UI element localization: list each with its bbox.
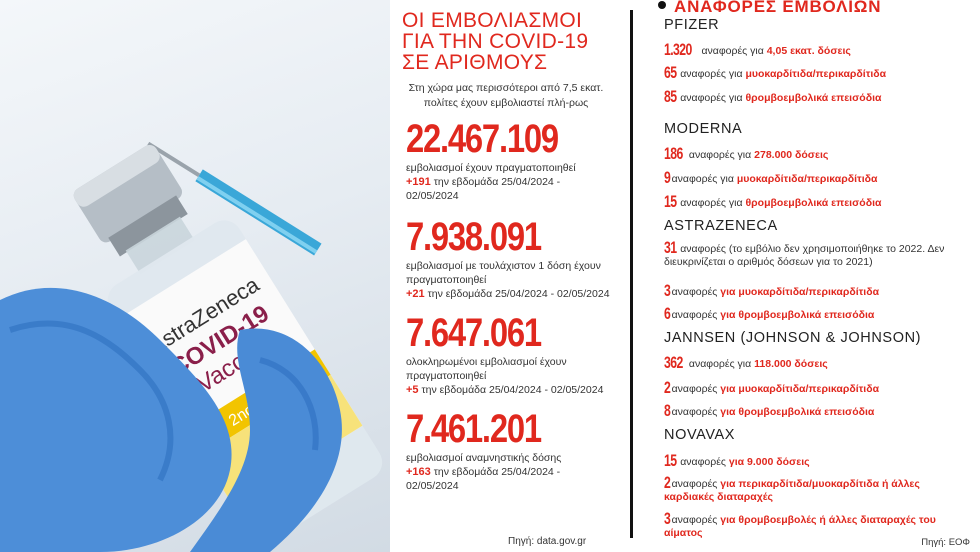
reports-title: ΑΝΑΦΟΡΕΣ ΕΜΒΟΛΙΩΝ — [658, 0, 881, 17]
vendor-name: ASTRAZENECA — [664, 218, 778, 234]
report-row: 31 αναφορές (το εμβόλιο δεν χρησιμοποιήθ… — [664, 238, 945, 268]
stat-value: 7.938.091 — [406, 215, 542, 259]
report-row: 6 αναφορές για θρομβοεμβολικά επεισόδια — [664, 304, 875, 323]
stat-block: 22.467.109 εμβολιασμοί έχουν πραγματοποι… — [406, 119, 615, 203]
report-row: 2 αναφορές για μυοκαρδίτιδα/περικαρδίτιδ… — [664, 378, 880, 397]
report-row: 2 αναφορές για περικαρδίτιδα/μυοκαρδίτιδ… — [664, 473, 920, 503]
stat-value: 7.461.201 — [406, 407, 542, 451]
report-row: 8 αναφορές για θρομβοεμβολικά επεισόδια — [664, 401, 875, 420]
stat-description: εμβολιασμοί με τουλάχιστον 1 δόση έχουν … — [406, 260, 610, 300]
report-row: 15 αναφορές για θρομβοεμβολικά επεισόδια — [664, 192, 882, 211]
vendor-name: MODERNA — [664, 121, 743, 137]
report-row: 3 αναφορές για μυοκαρδίτιδα/περικαρδίτιδ… — [664, 281, 880, 300]
report-row: 3 αναφορές για θρομβοεμβολές ή άλλες δια… — [664, 509, 936, 539]
vendor-name: NOVAVAX — [664, 427, 736, 443]
stat-period: την εβδομάδα 25/04/2024 - 02/05/2024 — [406, 176, 561, 202]
stats-intro: Στη χώρα μας περισσότεροι από 7,5 εκατ. … — [408, 82, 604, 109]
stats-title-line: ΟΙ ΕΜΒΟΛΙΑΣΜΟΙ — [402, 9, 583, 32]
vaccinations-stats-column: ΟΙ ΕΜΒΟΛΙΑΣΜΟΙ ΓΙΑ ΤΗΝ COVID-19 ΣΕ ΑΡΙΘΜ… — [400, 0, 615, 552]
vaccine-photo: AstraZeneca COVID-19 Vaccine 2nd Dose — [0, 0, 390, 552]
stat-value: 22.467.109 — [406, 117, 559, 161]
vendor-name: PFIZER — [664, 17, 720, 33]
reports-source: Πηγή: ΕΟΦ — [921, 537, 970, 548]
stat-description: εμβολιασμοί έχουν πραγματοποιηθεί +191 τ… — [406, 162, 576, 202]
stat-increase: +21 — [406, 288, 425, 300]
stat-value: 7.647.061 — [406, 311, 542, 355]
vendor-name: JANNSEN (JOHNSON & JOHNSON) — [664, 330, 922, 346]
stat-increase: +163 — [406, 466, 431, 478]
report-row: 362 αναφορές για 118.000 δόσεις — [664, 353, 828, 372]
stat-block: 7.647.061 ολοκληρωμένοι εμβολιασμοί έχου… — [406, 313, 615, 397]
bullet-icon — [658, 1, 666, 9]
stat-period: την εβδομάδα 25/04/2024 - 02/05/2024 — [406, 466, 561, 492]
reports-column: ΑΝΑΦΟΡΕΣ ΕΜΒΟΛΙΩΝ PFIZER 1.320 αναφορές … — [658, 0, 976, 552]
report-row: 9 αναφορές για μυοκαρδίτιδα/περικαρδίτιδ… — [664, 168, 878, 187]
report-row: 1.320 αναφορές για 4,05 εκατ. δόσεις — [664, 40, 851, 59]
column-divider — [630, 10, 633, 538]
stat-block: 7.461.201 εμβολιασμοί αναμνηστικής δόσης… — [406, 409, 615, 493]
stat-period: την εβδομάδα 25/04/2024 - 02/05/2024 — [421, 384, 604, 396]
report-row: 85 αναφορές για θρομβοεμβολικά επεισόδια — [664, 87, 882, 106]
report-row: 15 αναφορές για 9.000 δόσεις — [664, 451, 810, 470]
stats-title: ΟΙ ΕΜΒΟΛΙΑΣΜΟΙ ΓΙΑ ΤΗΝ COVID-19 ΣΕ ΑΡΙΘΜ… — [402, 10, 615, 73]
stat-description: ολοκληρωμένοι εμβολιασμοί έχουν πραγματο… — [406, 356, 604, 396]
stats-title-line: ΣΕ ΑΡΙΘΜΟΥΣ — [402, 51, 548, 74]
stat-increase: +5 — [406, 384, 419, 396]
vaccine-illustration: AstraZeneca COVID-19 Vaccine 2nd Dose — [0, 141, 383, 552]
stats-title-line: ΓΙΑ ΤΗΝ COVID-19 — [402, 30, 589, 53]
report-row: 186 αναφορές για 278.000 δόσεις — [664, 144, 829, 163]
stat-increase: +191 — [406, 176, 431, 188]
stat-period: την εβδομάδα 25/04/2024 - 02/05/2024 — [427, 288, 610, 300]
stat-block: 7.938.091 εμβολιασμοί με τουλάχιστον 1 δ… — [406, 217, 615, 301]
stat-description: εμβολιασμοί αναμνηστικής δόσης +163 την … — [406, 452, 562, 492]
report-row: 65 αναφορές για μυοκαρδίτιδα/περικαρδίτι… — [664, 63, 887, 82]
stats-source: Πηγή: data.gov.gr — [508, 536, 587, 547]
